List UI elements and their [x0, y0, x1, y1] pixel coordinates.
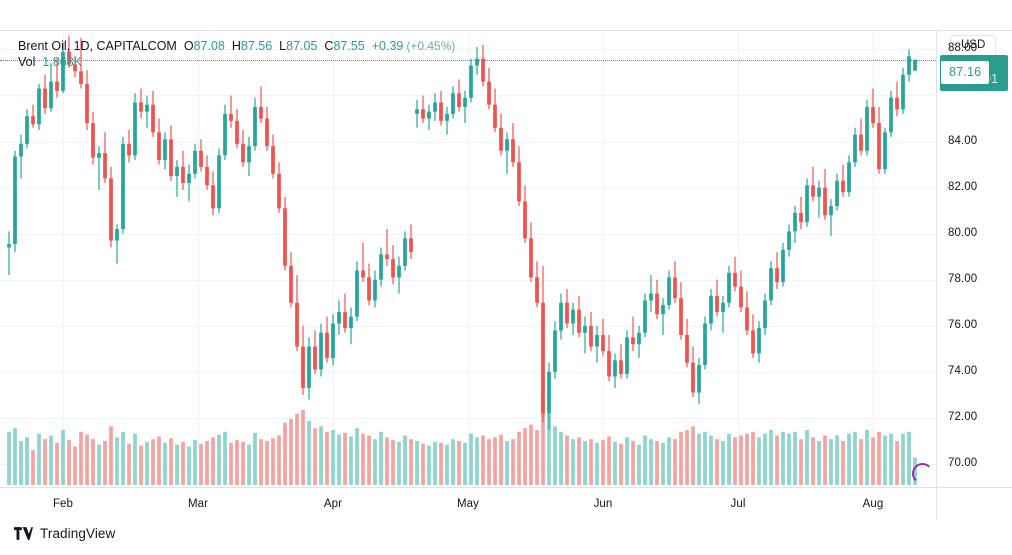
price-tick-label: 70.00 [948, 457, 978, 469]
price-tick-label: 76.00 [948, 319, 978, 331]
price-tick-label: 74.00 [948, 365, 978, 377]
price-axis[interactable]: USD 88.00 84.00 82.00 80.00 78.00 76.00 74.00 7… [936, 31, 1012, 487]
price-tick-label: 78.00 [948, 273, 978, 285]
previous-close-tag: 87.16 [940, 60, 991, 85]
price-tick-label: 84.00 [948, 135, 978, 147]
price-tick-label: 88.00 [948, 42, 978, 54]
gridline-vertical [198, 31, 199, 487]
gridline-vertical [468, 31, 469, 487]
time-tick-label: Apr [323, 498, 343, 510]
time-tick-label: May [456, 498, 480, 510]
candlestick-series [7, 35, 917, 485]
tradingview-logo-icon [14, 527, 33, 541]
chart-pane[interactable] [0, 31, 936, 487]
price-tick-label: 80.00 [948, 227, 978, 239]
axis-corner [936, 488, 1012, 520]
time-tick-label: Jun [593, 498, 613, 510]
chart-frame: USD 88.00 84.00 82.00 80.00 78.00 76.00 74.00 7… [0, 30, 1012, 520]
price-tick-label: 82.00 [948, 181, 978, 193]
tradingview-wordmark: TradingView [40, 526, 116, 541]
time-tick-label: Aug [862, 498, 884, 510]
time-axis[interactable]: Feb Mar Apr May Jun Jul Aug [0, 487, 1012, 520]
previous-close-value: 87.16 [949, 65, 982, 79]
loading-spinner-icon [912, 463, 933, 484]
gridline-vertical [333, 31, 334, 487]
price-tick-label: 72.00 [948, 411, 978, 423]
time-tick-label: Jul [730, 498, 746, 510]
gridline-vertical [873, 31, 874, 487]
gridline-vertical [603, 31, 604, 487]
time-tick-label: Mar [187, 498, 209, 510]
current-price-line [0, 60, 936, 61]
gridline-vertical [63, 31, 64, 487]
gridline-vertical [738, 31, 739, 487]
time-tick-label: Feb [52, 498, 74, 510]
tradingview-branding[interactable]: TradingView [14, 527, 115, 541]
